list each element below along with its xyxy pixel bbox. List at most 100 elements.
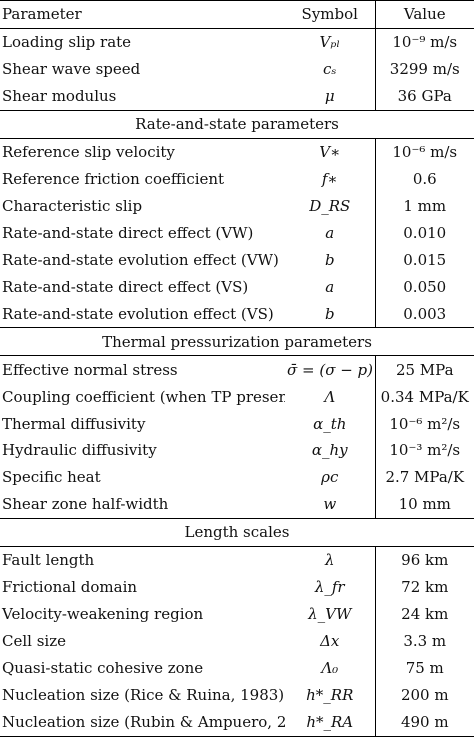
parameter-value: 0.015	[374, 246, 474, 274]
parameter-symbol: a	[325, 277, 335, 296]
parameter-value: 72 km	[374, 574, 474, 601]
parameter-row: Characteristic slip D_RS 1 mm	[0, 192, 474, 220]
parameter-symbol: a	[325, 223, 335, 242]
parameter-value: 10⁻⁹ m/s	[374, 28, 474, 56]
parameter-name: Velocity-weakening region	[2, 605, 204, 624]
parameter-name: Nucleation size (Rice & Ruina, 1983)	[2, 686, 285, 705]
section-title-row: Thermal pressurization parameters	[0, 327, 474, 357]
parameter-row: Coupling coefficient (when TP present) Λ 0…	[0, 383, 474, 411]
parameter-row: Thermal diffusivity α_th 10⁻⁶ m²/s	[0, 410, 474, 438]
header-parameter: Parameter	[0, 0, 285, 29]
section-title: Rate-and-state parameters	[0, 109, 474, 139]
header-symbol: Symbol	[285, 0, 375, 29]
parameter-row: Frictional domain λ_fr 72 km	[0, 574, 474, 601]
parameter-value: 1 mm	[374, 192, 474, 220]
parameter-name: Rate-and-state evolution effect (VS)	[2, 304, 274, 323]
parameter-row: Rate-and-state direct effect (VS) a 0.050	[0, 273, 474, 301]
parameter-symbol: b	[324, 250, 335, 269]
parameter-symbol: σ̄ = (σ − p)	[287, 360, 373, 379]
parameter-row: Rate-and-state evolution effect (VS) b 0.0…	[0, 300, 474, 328]
parameter-value: 25 MPa	[374, 355, 474, 384]
parameter-name: Shear modulus	[2, 87, 117, 106]
parameter-symbol: Δx	[320, 632, 340, 651]
parameter-name: Shear zone half-width	[2, 495, 169, 514]
parameter-name: Rate-and-state evolution effect (VW)	[2, 250, 279, 269]
parameter-symbol: D_RS	[309, 196, 351, 215]
parameter-symbol: α_hy	[311, 441, 348, 460]
parameter-symbol: cₛ	[323, 60, 337, 79]
parameter-name: Characteristic slip	[2, 196, 143, 215]
parameter-value: 200 m	[374, 681, 474, 709]
parameter-symbol: w	[323, 495, 337, 514]
parameter-symbol: Λ₀	[321, 659, 339, 678]
parameter-value: 10 mm	[374, 491, 474, 519]
parameter-value: 0.010	[374, 219, 474, 247]
parameter-row: Effective normal stress σ̄ = (σ − p) 25 MP…	[0, 355, 474, 384]
parameter-row: Specific heat ρc 2.7 MPa/K	[0, 464, 474, 492]
parameter-value: 10⁻⁶ m²/s	[374, 410, 474, 438]
parameter-name: Specific heat	[2, 468, 101, 487]
parameter-name: Loading slip rate	[2, 33, 132, 52]
parameter-value: 10⁻³ m²/s	[374, 437, 474, 465]
parameter-row: Nucleation size (Rice & Ruina, 1983) h*_R…	[0, 681, 474, 709]
parameter-row: Rate-and-state evolution effect (VW) b 0.0…	[0, 246, 474, 274]
parameter-symbol: ρc	[321, 468, 339, 487]
parameter-symbol: Λ	[324, 387, 336, 406]
parameter-row: Shear wave speed cₛ 3299 m/s	[0, 55, 474, 83]
parameter-symbol: α_th	[313, 414, 347, 433]
parameter-symbol: h*_RR	[306, 686, 354, 705]
parameter-value: 0.6	[374, 165, 474, 193]
parameter-value: 75 m	[374, 654, 474, 682]
parameter-value: 0.34 MPa/K	[374, 383, 474, 411]
parameter-value: 96 km	[374, 546, 474, 575]
parameter-value: 10⁻⁶ m/s	[374, 138, 474, 166]
parameter-name: Nucleation size (Rubin & Ampuero, 2005)	[0, 708, 285, 737]
parameter-value: 36 GPa	[374, 82, 474, 111]
parameter-value: 2.7 MPa/K	[374, 464, 474, 492]
header-row: Parameter Symbol Value	[0, 0, 474, 29]
parameter-row: Reference friction coefficient f∗ 0.6	[0, 165, 474, 193]
parameter-row: Hydraulic diffusivity α_hy 10⁻³ m²/s	[0, 437, 474, 465]
parameter-value: 0.003	[374, 300, 474, 328]
parameter-row: Loading slip rate Vₚₗ 10⁻⁹ m/s	[0, 28, 474, 56]
parameter-name: Effective normal stress	[2, 360, 178, 379]
parameter-symbol: λ	[324, 551, 335, 570]
parameter-name: Shear wave speed	[2, 60, 141, 79]
section-title: Length scales	[0, 518, 474, 548]
parameter-symbol: Vₚₗ	[319, 33, 340, 52]
parameter-row: Shear zone half-width w 10 mm	[0, 491, 474, 519]
parameter-name: Rate-and-state direct effect (VW)	[2, 223, 254, 242]
parameter-value: 24 km	[374, 600, 474, 628]
parameter-row: Nucleation size (Rubin & Ampuero, 2005)h…	[0, 708, 474, 737]
parameter-symbol: λ_VW	[308, 605, 352, 624]
parameter-row: Quasi-static cohesive zone Λ₀ 75 m	[0, 654, 474, 682]
parameter-row: Reference slip velocity V∗ 10⁻⁶ m/s	[0, 138, 474, 166]
parameter-name: Fault length	[2, 551, 95, 570]
parameter-name: Reference slip velocity	[2, 142, 175, 161]
section-title: Thermal pressurization parameters	[0, 327, 474, 357]
parameter-name: Thermal diffusivity	[2, 414, 146, 433]
section-title-row: Rate-and-state parameters	[0, 109, 474, 139]
parameter-symbol: b	[324, 304, 335, 323]
parameter-name: Cell size	[2, 632, 66, 651]
parameter-symbol: μ	[324, 87, 335, 106]
parameter-value: 0.050	[374, 273, 474, 301]
parameter-name: Reference friction coefficient	[2, 169, 225, 188]
parameter-name: Rate-and-state direct effect (VS)	[2, 277, 249, 296]
parameter-row: Velocity-weakening region λ_VW 24 km	[0, 600, 474, 628]
parameter-row: Cell size Δx 3.3 m	[0, 627, 474, 655]
parameter-name: Quasi-static cohesive zone	[2, 659, 204, 678]
parameter-symbol: f∗	[321, 169, 338, 188]
parameter-value: 3.3 m	[374, 627, 474, 655]
parameter-row: Shear modulus μ 36 GPa	[0, 82, 474, 111]
parameter-row: Fault length λ 96 km	[0, 546, 474, 575]
section-title-row: Length scales	[0, 518, 474, 548]
parameter-row: Rate-and-state direct effect (VW) a 0.010	[0, 219, 474, 247]
parameter-value: 490 m	[374, 708, 474, 737]
parameter-symbol: λ_fr	[314, 578, 345, 597]
parameter-symbol: h*_RA	[285, 708, 375, 737]
header-value: Value	[374, 0, 474, 29]
parameter-symbol: V∗	[319, 142, 341, 161]
